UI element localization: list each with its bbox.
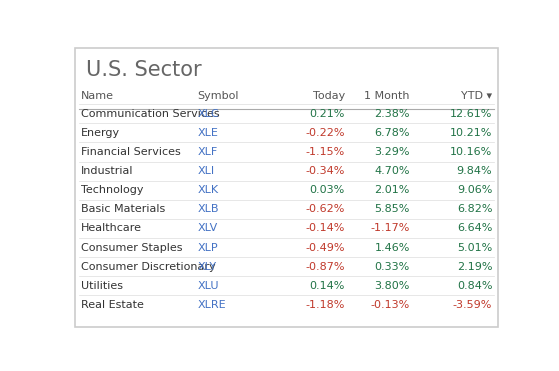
Text: -0.13%: -0.13% bbox=[371, 300, 410, 310]
Text: Communication Services: Communication Services bbox=[80, 109, 219, 119]
Text: 2.38%: 2.38% bbox=[375, 109, 410, 119]
Text: 12.61%: 12.61% bbox=[450, 109, 492, 119]
Text: Utilities: Utilities bbox=[80, 281, 123, 291]
Text: -1.17%: -1.17% bbox=[371, 223, 410, 233]
Text: 9.84%: 9.84% bbox=[457, 166, 492, 176]
Text: Energy: Energy bbox=[80, 128, 120, 138]
Text: 0.33%: 0.33% bbox=[375, 262, 410, 272]
Text: Symbol: Symbol bbox=[198, 91, 239, 101]
Text: 0.84%: 0.84% bbox=[457, 281, 492, 291]
FancyBboxPatch shape bbox=[75, 48, 498, 327]
Text: XLF: XLF bbox=[198, 147, 218, 157]
Text: 2.01%: 2.01% bbox=[375, 185, 410, 195]
Text: 5.01%: 5.01% bbox=[457, 243, 492, 253]
Text: XLK: XLK bbox=[198, 185, 219, 195]
Text: XLE: XLE bbox=[198, 128, 219, 138]
Text: 3.29%: 3.29% bbox=[375, 147, 410, 157]
Text: -1.18%: -1.18% bbox=[306, 300, 345, 310]
Text: -1.15%: -1.15% bbox=[306, 147, 345, 157]
Text: Name: Name bbox=[80, 91, 113, 101]
Text: 2.19%: 2.19% bbox=[457, 262, 492, 272]
Text: XLU: XLU bbox=[198, 281, 219, 291]
Text: Real Estate: Real Estate bbox=[80, 300, 144, 310]
Text: -0.14%: -0.14% bbox=[306, 223, 345, 233]
Text: XLRE: XLRE bbox=[198, 300, 226, 310]
Text: Today: Today bbox=[312, 91, 345, 101]
Text: 0.03%: 0.03% bbox=[310, 185, 345, 195]
Text: Technology: Technology bbox=[80, 185, 143, 195]
Text: 6.64%: 6.64% bbox=[457, 223, 492, 233]
Text: Consumer Staples: Consumer Staples bbox=[80, 243, 182, 253]
Text: 4.70%: 4.70% bbox=[375, 166, 410, 176]
Text: YTD ▾: YTD ▾ bbox=[461, 91, 492, 101]
Text: -3.59%: -3.59% bbox=[453, 300, 492, 310]
Text: -0.22%: -0.22% bbox=[305, 128, 345, 138]
Text: -0.49%: -0.49% bbox=[305, 243, 345, 253]
Text: Financial Services: Financial Services bbox=[80, 147, 181, 157]
Text: 5.85%: 5.85% bbox=[375, 204, 410, 214]
Text: 1.46%: 1.46% bbox=[375, 243, 410, 253]
Text: -0.87%: -0.87% bbox=[305, 262, 345, 272]
Text: XLY: XLY bbox=[198, 262, 217, 272]
Text: Healthcare: Healthcare bbox=[80, 223, 141, 233]
Text: -0.34%: -0.34% bbox=[306, 166, 345, 176]
Text: 10.16%: 10.16% bbox=[450, 147, 492, 157]
Text: 9.06%: 9.06% bbox=[457, 185, 492, 195]
Text: -0.62%: -0.62% bbox=[306, 204, 345, 214]
Text: U.S. Sector: U.S. Sector bbox=[86, 60, 202, 80]
Text: 0.21%: 0.21% bbox=[310, 109, 345, 119]
Text: Consumer Discretionary: Consumer Discretionary bbox=[80, 262, 215, 272]
Text: Industrial: Industrial bbox=[80, 166, 133, 176]
Text: 3.80%: 3.80% bbox=[375, 281, 410, 291]
Text: Basic Materials: Basic Materials bbox=[80, 204, 165, 214]
Text: XLC: XLC bbox=[198, 109, 219, 119]
Text: XLB: XLB bbox=[198, 204, 219, 214]
Text: XLP: XLP bbox=[198, 243, 219, 253]
Text: 0.14%: 0.14% bbox=[310, 281, 345, 291]
Text: XLI: XLI bbox=[198, 166, 215, 176]
Text: XLV: XLV bbox=[198, 223, 218, 233]
Text: 1 Month: 1 Month bbox=[364, 91, 410, 101]
Text: 6.82%: 6.82% bbox=[457, 204, 492, 214]
Text: 6.78%: 6.78% bbox=[375, 128, 410, 138]
Text: 10.21%: 10.21% bbox=[450, 128, 492, 138]
